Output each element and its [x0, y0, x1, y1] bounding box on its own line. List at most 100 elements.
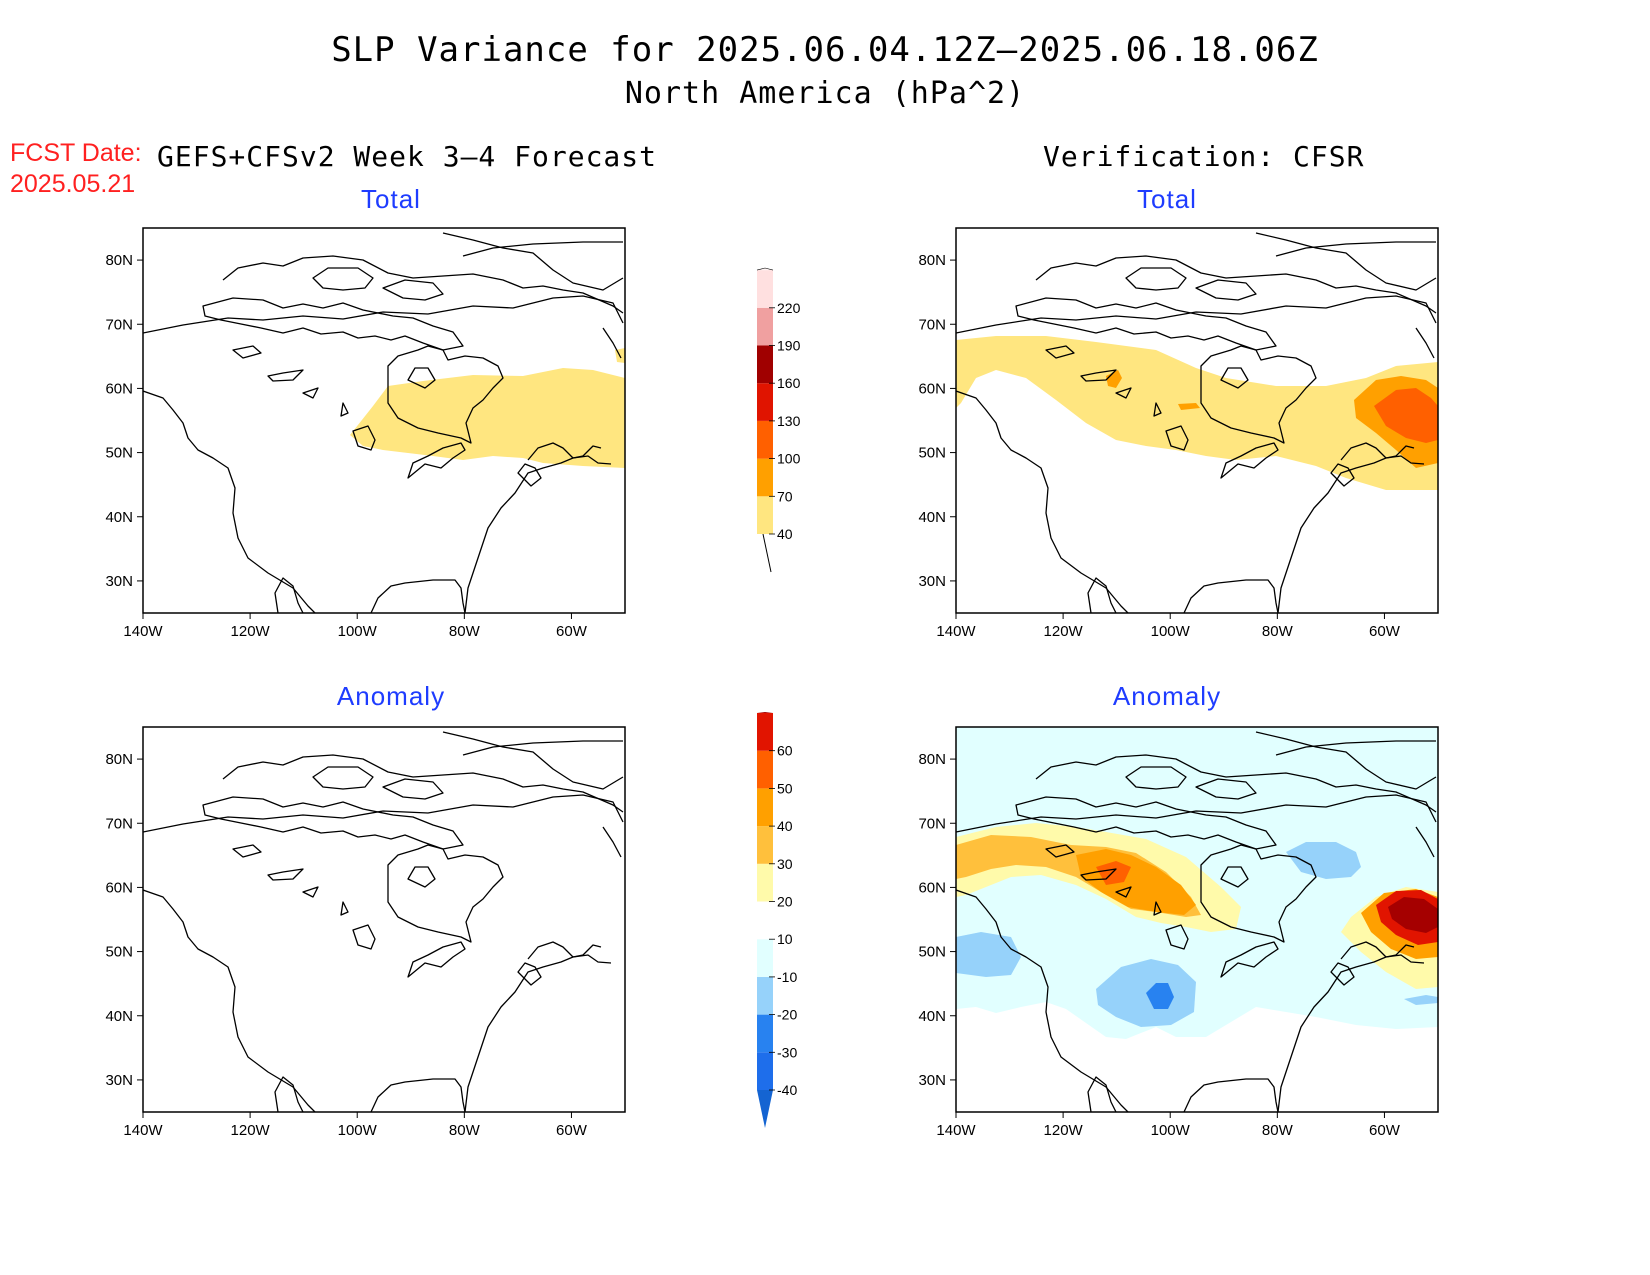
- forecast-header: GEFS+CFSv2 Week 3–4 Forecast: [157, 140, 658, 173]
- verification-total-contour-2: [1374, 388, 1438, 443]
- lon-tick-label: 120W: [1044, 623, 1084, 640]
- colorbar-swatch: [757, 496, 773, 534]
- lat-tick-label: 30N: [105, 1072, 133, 1089]
- lat-tick-label: 70N: [105, 815, 133, 832]
- colorbar-swatch: [757, 345, 773, 384]
- lat-tick-label: 60N: [105, 879, 133, 896]
- forecast-anomaly-map: 140W 120W 100W 80W 60W 30N 40N 50N 60N 70N 80N: [105, 726, 626, 1139]
- colorbar-label: 20: [777, 894, 793, 910]
- lat-tick-label: 70N: [105, 316, 133, 333]
- lat-tick-label: 30N: [918, 573, 946, 590]
- verification-anomaly-title: Anomaly: [1112, 681, 1222, 711]
- colorbar-swatch: [757, 383, 773, 421]
- verification-total-frame: [955, 227, 1439, 614]
- lon-tick-label: 120W: [1044, 1122, 1084, 1139]
- lat-tick-label: 50N: [918, 944, 946, 961]
- lat-tick-label: 30N: [918, 1072, 946, 1089]
- lat-tick-label: 80N: [105, 751, 133, 768]
- colorbar-label: 160: [777, 375, 801, 391]
- colorbar-label: -20: [777, 1007, 797, 1023]
- verification-anomaly-contour-4: [1286, 842, 1361, 879]
- forecast-anomaly-frame: [142, 726, 626, 1113]
- lat-tick-label: 50N: [918, 445, 946, 462]
- colorbar-swatch: [757, 307, 773, 346]
- lon-tick-label: 140W: [936, 623, 976, 640]
- verification-total-contour-0: [956, 336, 1438, 490]
- colorbar-swatch: [757, 1052, 773, 1090]
- colorbar-label: 70: [777, 488, 793, 504]
- verification-anomaly-contour-3: [1146, 983, 1174, 1009]
- lon-tick-label: 100W: [338, 623, 378, 640]
- verification-total-map: 140W 120W 100W 80W 60W 30N 40N 50N 60N 70N 80N: [918, 227, 1439, 640]
- lon-tick-label: 60W: [556, 1122, 588, 1139]
- colorbar-top-arrow: [756, 267, 774, 271]
- main-title: SLP Variance for 2025.06.04.12Z–2025.06.…: [331, 30, 1319, 70]
- forecast-total-contour-0: [350, 368, 625, 468]
- lat-tick-label: 60N: [918, 380, 946, 397]
- lon-tick-label: 80W: [1262, 623, 1294, 640]
- lon-tick-label: 120W: [231, 623, 271, 640]
- colorbar-label: 100: [777, 451, 801, 467]
- colorbar-label: 30: [777, 856, 793, 872]
- colorbar-swatch: [757, 976, 773, 1015]
- forecast-total-frame: [142, 227, 626, 614]
- colorbar-swatch: [757, 826, 773, 864]
- lat-tick-label: 80N: [105, 252, 133, 269]
- colorbar-label: 40: [777, 526, 793, 542]
- colorbar-label: 220: [777, 300, 801, 316]
- colorbar-total: 40 70 100 130 160 190 220: [756, 267, 801, 573]
- colorbar-swatch: [757, 939, 773, 977]
- lat-tick-label: 30N: [105, 573, 133, 590]
- forecast-total-map: 140W 120W 100W 80W 60W 30N 40N 50N 60N 70N 80N: [105, 227, 626, 640]
- colorbar-bottom-arrow: [757, 1090, 773, 1128]
- forecast-anomaly-title: Anomaly: [336, 681, 446, 711]
- colorbar-label: 50: [777, 780, 793, 796]
- lon-tick-label: 100W: [1151, 1122, 1191, 1139]
- lat-tick-label: 50N: [105, 944, 133, 961]
- lon-tick-label: 80W: [449, 623, 481, 640]
- verification-anomaly-frame: [955, 726, 1439, 1113]
- colorbar-swatch: [757, 750, 773, 789]
- lat-tick-label: 40N: [105, 509, 133, 526]
- colorbar-label: 10: [777, 931, 793, 947]
- verification-anomaly-contour-1: [956, 932, 1021, 977]
- verification-anomaly-contour-5: [1404, 995, 1438, 1005]
- colorbar-label: -40: [777, 1082, 797, 1098]
- colorbar-swatch: [757, 270, 773, 308]
- main-subtitle: North America (hPa^2): [624, 76, 1026, 111]
- colorbar-label: -10: [777, 969, 797, 985]
- verification-anomaly-contour-13: [1388, 897, 1438, 933]
- lat-tick-label: 50N: [105, 445, 133, 462]
- colorbar-label: 130: [777, 413, 801, 429]
- colorbar-swatch: [757, 458, 773, 497]
- forecast-date-value: 2025.05.21: [10, 170, 136, 198]
- colorbar-swatch: [757, 420, 773, 459]
- lon-tick-label: 120W: [231, 1122, 271, 1139]
- colorbar-swatch: [757, 713, 773, 751]
- forecast-date-block: FCST Date: 2025.05.21: [10, 138, 142, 200]
- forecast-total-title: Total: [361, 184, 421, 214]
- lon-tick-label: 100W: [1151, 623, 1191, 640]
- forecast-date-label: FCST Date:: [10, 139, 142, 167]
- lat-tick-label: 60N: [105, 380, 133, 397]
- lat-tick-label: 40N: [918, 509, 946, 526]
- colorbar-label: 40: [777, 818, 793, 834]
- lon-tick-label: 60W: [1369, 1122, 1401, 1139]
- colorbar-bottom-arrow: [762, 533, 772, 573]
- colorbar-swatch: [757, 788, 773, 827]
- colorbar-swatch: [757, 1014, 773, 1053]
- colorbar-top-arrow: [757, 712, 773, 713]
- verification-total-title: Total: [1137, 184, 1197, 214]
- colorbar-label: 60: [777, 743, 793, 759]
- lon-tick-label: 60W: [556, 623, 588, 640]
- lat-tick-label: 80N: [918, 751, 946, 768]
- lat-tick-label: 60N: [918, 879, 946, 896]
- colorbar-swatch: [757, 901, 773, 940]
- lon-tick-label: 140W: [936, 1122, 976, 1139]
- lon-tick-label: 80W: [449, 1122, 481, 1139]
- lon-tick-label: 80W: [1262, 1122, 1294, 1139]
- lat-tick-label: 40N: [105, 1008, 133, 1025]
- lat-tick-label: 70N: [918, 316, 946, 333]
- lon-tick-label: 100W: [338, 1122, 378, 1139]
